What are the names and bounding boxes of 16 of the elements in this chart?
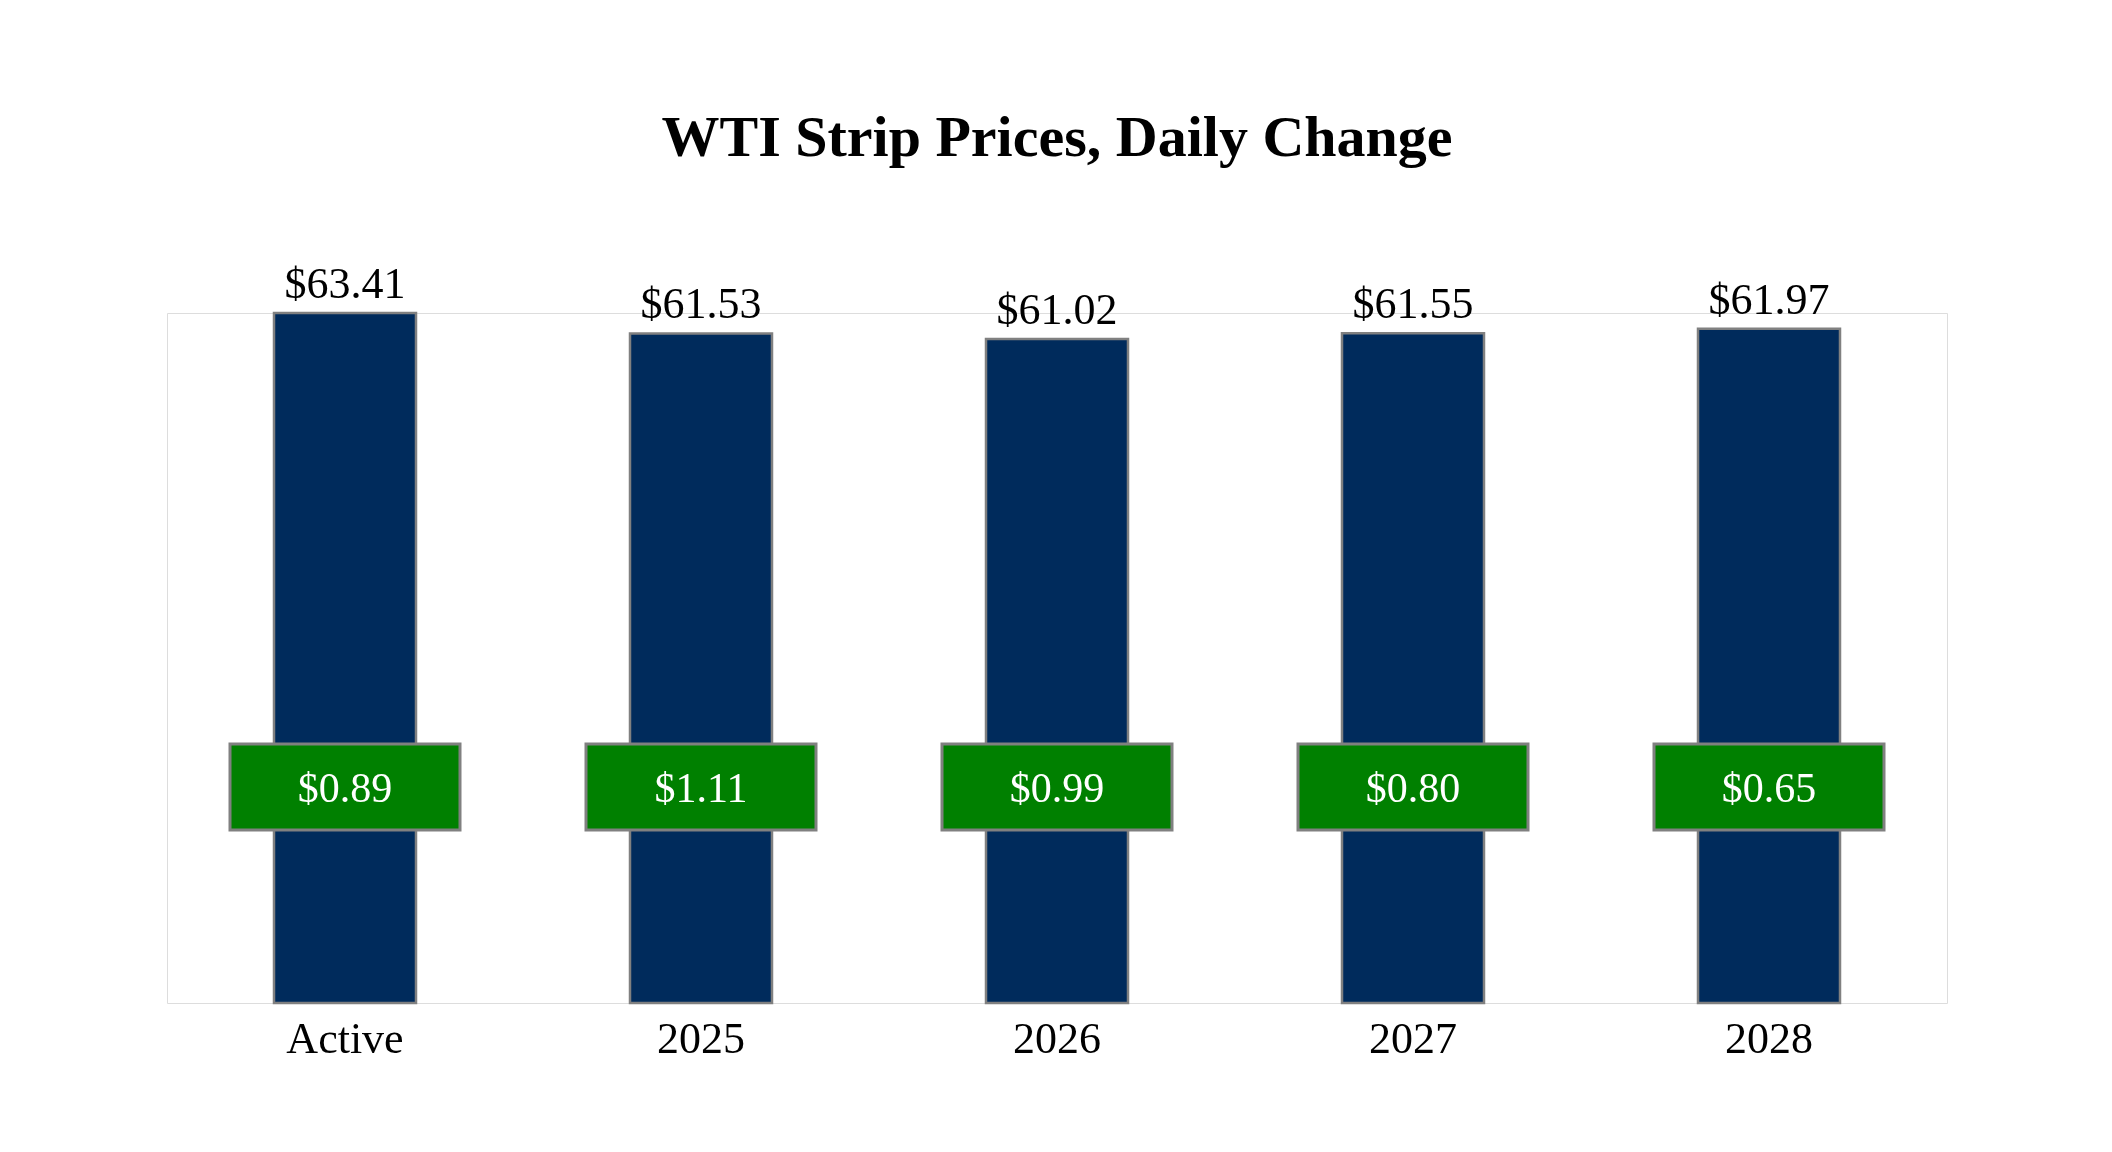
annotation: $1.11: [654, 765, 748, 812]
x-tick-label: Active: [286, 1013, 404, 1063]
data-label: $61.02: [996, 285, 1118, 335]
annotation: $0.80: [1365, 765, 1461, 812]
data-label: $61.53: [640, 279, 762, 329]
x-tick-label: 2028: [1725, 1013, 1813, 1063]
annotation: $0.65: [1721, 765, 1817, 812]
x-tick-label: 2027: [1369, 1013, 1457, 1063]
data-label: $61.97: [1708, 274, 1830, 324]
chart-title: WTI Strip Prices, Daily Change: [661, 104, 1453, 169]
annotation: $0.89: [297, 765, 393, 812]
data-label: $61.55: [1352, 279, 1474, 329]
annotation: $0.99: [1009, 765, 1105, 812]
data-label: $63.41: [284, 259, 406, 308]
x-tick-label: 2026: [1013, 1013, 1101, 1063]
x-tick-label: 2025: [657, 1013, 745, 1063]
